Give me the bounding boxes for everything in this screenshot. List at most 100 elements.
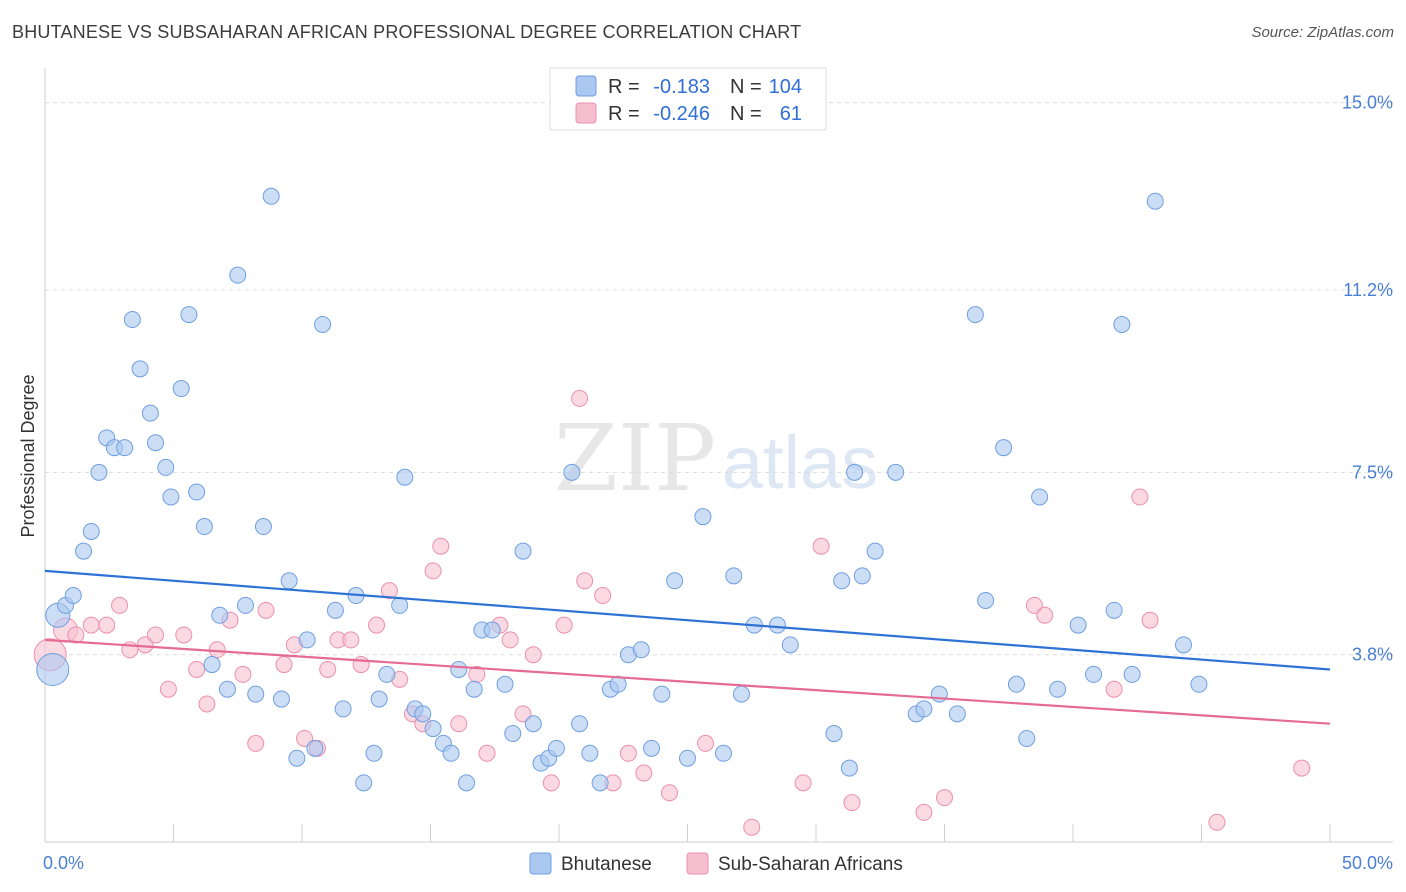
- data-point: [930, 685, 948, 703]
- data-point: [514, 705, 532, 723]
- data-point: [542, 774, 560, 792]
- data-point: [571, 715, 589, 733]
- data-point: [694, 508, 712, 526]
- data-point: [843, 794, 861, 812]
- y-tick-label: 3.8%: [1352, 645, 1393, 665]
- data-point: [1131, 488, 1149, 506]
- data-point: [1025, 596, 1043, 614]
- data-point: [296, 729, 314, 747]
- data-point: [188, 660, 206, 678]
- trend-line-subsaharan: [44, 638, 1331, 725]
- data-point: [496, 675, 514, 693]
- data-point: [198, 695, 216, 713]
- data-point: [1208, 813, 1226, 831]
- data-point: [1036, 606, 1054, 624]
- data-point: [234, 665, 252, 683]
- axes: [44, 68, 1393, 843]
- y-tick-label: 11.2%: [1343, 280, 1393, 300]
- data-point: [501, 631, 519, 649]
- data-point: [732, 685, 750, 703]
- data-point: [355, 774, 373, 792]
- data-point: [661, 784, 679, 802]
- data-point: [288, 749, 306, 767]
- data-point: [414, 705, 432, 723]
- data-point: [342, 631, 360, 649]
- data-point: [123, 311, 141, 329]
- data-point: [547, 739, 565, 757]
- data-point: [1018, 729, 1036, 747]
- data-point: [725, 567, 743, 585]
- data-point: [1007, 675, 1025, 693]
- data-point: [195, 518, 213, 536]
- data-point: [714, 744, 732, 762]
- legend-r-label-1: R =: [608, 76, 640, 98]
- data-point: [157, 458, 175, 476]
- data-point: [995, 439, 1013, 457]
- data-point: [1085, 665, 1103, 683]
- data-point: [666, 572, 684, 590]
- data-point: [368, 616, 386, 634]
- data-point: [1049, 680, 1067, 698]
- data-point: [576, 572, 594, 590]
- data-point: [247, 734, 265, 752]
- legend-bottom: Bhutanese Sub-Saharan Africans: [529, 852, 903, 875]
- data-point: [635, 764, 653, 782]
- data-point: [591, 774, 609, 792]
- legend-r-value-2: -0.246: [653, 103, 710, 125]
- data-point: [424, 720, 442, 738]
- data-point: [833, 572, 851, 590]
- data-point: [465, 680, 483, 698]
- data-point: [1105, 680, 1123, 698]
- y-tick-label: 15.0%: [1342, 93, 1393, 113]
- data-point: [98, 616, 116, 634]
- data-point: [1069, 616, 1087, 634]
- series-bhutanese-points: [36, 187, 1208, 792]
- data-point: [188, 483, 206, 501]
- data-point: [180, 306, 198, 324]
- data-point: [1190, 675, 1208, 693]
- series-subsaharan-points: [33, 389, 1311, 836]
- legend-r-label-2: R =: [608, 103, 640, 125]
- data-point: [1146, 192, 1164, 210]
- data-point: [1123, 665, 1141, 683]
- data-point: [571, 389, 589, 407]
- data-point: [812, 537, 830, 555]
- bottom-swatch-subsaharan: [686, 852, 709, 875]
- data-point: [696, 734, 714, 752]
- data-point: [211, 606, 229, 624]
- data-point: [915, 803, 933, 821]
- x-tick-label: 0.0%: [43, 853, 84, 873]
- data-point: [254, 518, 272, 536]
- legend-top: R = -0.183 N = 104 R = -0.246 N = 61: [549, 67, 827, 131]
- data-point: [887, 463, 905, 481]
- data-point: [853, 567, 871, 585]
- data-point: [36, 652, 70, 686]
- data-point: [514, 542, 532, 560]
- data-point: [948, 705, 966, 723]
- data-point: [147, 434, 165, 452]
- data-point: [1175, 636, 1193, 654]
- y-tick-label: 7.5%: [1352, 462, 1393, 482]
- data-point: [247, 685, 265, 703]
- data-point: [396, 468, 414, 486]
- data-point: [162, 488, 180, 506]
- data-point: [218, 680, 236, 698]
- data-point: [846, 463, 864, 481]
- legend-n-label-2: N =: [730, 103, 762, 125]
- data-point: [378, 665, 396, 683]
- data-point: [966, 306, 984, 324]
- data-point: [203, 656, 221, 674]
- data-point: [131, 360, 149, 378]
- data-point: [82, 522, 100, 540]
- data-point: [581, 744, 599, 762]
- data-point: [457, 774, 475, 792]
- chart-title: BHUTANESE VS SUBSAHARAN AFRICAN PROFESSI…: [12, 22, 802, 42]
- data-point: [1113, 315, 1131, 333]
- bottom-legend-subsaharan: Sub-Saharan Africans: [718, 854, 903, 875]
- data-point: [594, 587, 612, 605]
- data-point: [450, 660, 468, 678]
- bottom-legend-bhutanese: Bhutanese: [561, 854, 652, 875]
- trend-line-bhutanese: [44, 569, 1331, 671]
- data-point: [64, 587, 82, 605]
